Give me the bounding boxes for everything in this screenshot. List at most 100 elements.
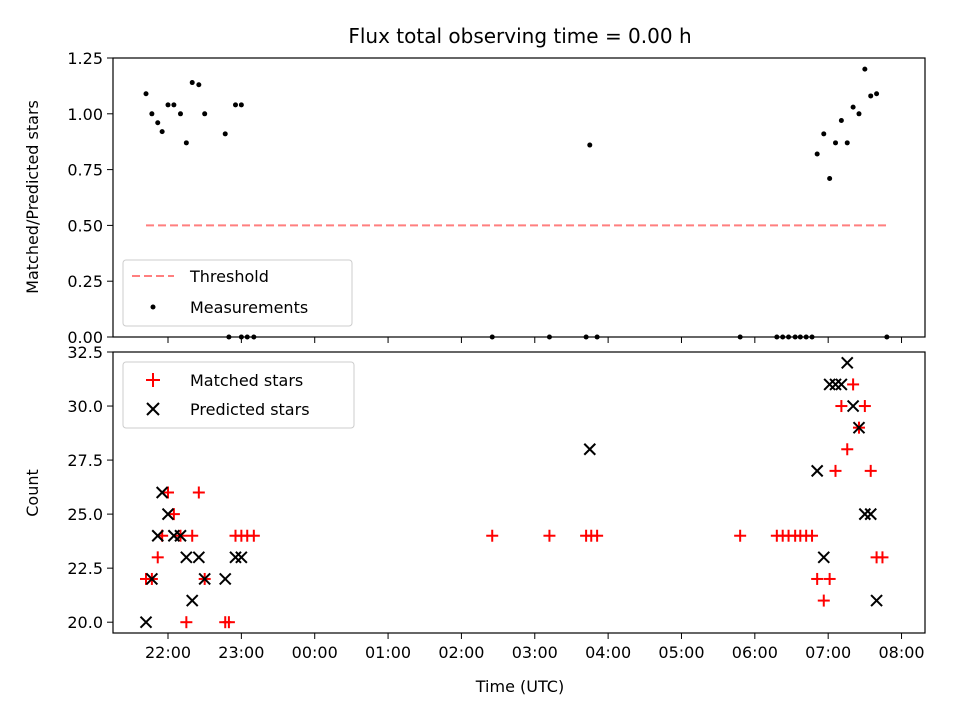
predicted-star-point (229, 551, 242, 564)
bottom-x-ticks: 22:00 23:00 00:00 01:00 02:00 03:00 04:00 05:00… (145, 633, 925, 662)
predicted-star-point (829, 378, 842, 391)
bottom-panel-counts: Count Time (UTC) 20.0 22.5 25.0 27.5 30.0 32.… (23, 343, 926, 696)
legend-matched-swatch (146, 373, 160, 387)
x-tick-label: 05:00 (658, 643, 704, 662)
y-tick-label: 0.75 (67, 161, 103, 180)
legend-predicted-label: Predicted stars (190, 400, 310, 419)
x-tick-label: 01:00 (365, 643, 411, 662)
top-y-ticks: 0.00 0.25 0.50 0.75 1.00 1.25 (67, 49, 113, 347)
x-tick-label: 07:00 (805, 643, 851, 662)
matched-star-point (829, 464, 842, 477)
predicted-star-point (151, 529, 164, 542)
measurement-point (862, 66, 868, 72)
measurement-point (143, 91, 149, 97)
measurement-point (183, 140, 189, 146)
measurement-point (833, 140, 839, 146)
measurement-point (232, 102, 238, 108)
bottom-axes-frame (112, 351, 926, 634)
bottom-legend-box (122, 361, 355, 429)
y-tick-label: 0.25 (67, 272, 103, 291)
measurement-point (850, 104, 856, 110)
top-x-ticks (167, 337, 903, 343)
matched-star-point (192, 486, 205, 499)
measurement-point (874, 91, 880, 97)
matched-star-point (806, 529, 819, 542)
legend-threshold-label: Threshold (189, 267, 269, 286)
matched-star-point (222, 616, 235, 629)
matched-star-point (823, 572, 836, 585)
top-panel-measurements: Flux total observing time = 0.00 h Match… (23, 24, 926, 347)
y-tick-label: 30.0 (67, 397, 103, 416)
predicted-star-point (583, 443, 596, 456)
matched-star-point (847, 378, 860, 391)
x-tick-label: 22:00 (145, 643, 191, 662)
legend-predicted-swatch (146, 402, 160, 416)
predicted-star-point (145, 572, 159, 586)
predicted-star-point (155, 486, 169, 499)
matched-star-point (162, 486, 175, 499)
legend-matched-label: Matched stars (190, 371, 303, 390)
measurement-point (587, 142, 593, 148)
chart-title: Flux total observing time = 0.00 h (348, 24, 691, 48)
predicted-star-point (219, 572, 232, 586)
matched-star-point (180, 616, 193, 629)
measurement-point (827, 176, 833, 182)
measurement-point (189, 80, 195, 86)
predicted-star-point (235, 551, 248, 564)
matched-star-point (186, 529, 199, 542)
predicted-star-point (817, 551, 830, 564)
predicted-star-point (835, 378, 848, 391)
x-tick-label: 23:00 (218, 643, 264, 662)
top-axes-frame (112, 57, 926, 338)
predicted-star-point (810, 464, 824, 478)
y-tick-label: 1.25 (67, 49, 103, 68)
predicted-star-point (852, 421, 866, 434)
y-tick-label: 25.0 (67, 505, 103, 524)
matched-star-point (486, 529, 499, 542)
measurement-point (238, 102, 244, 108)
measurement-point (844, 140, 850, 146)
measurement-point (165, 102, 171, 108)
predicted-star-point (180, 551, 193, 564)
y-tick-label: 32.5 (67, 343, 103, 362)
matched-star-point (543, 529, 556, 542)
matched-star-point (734, 529, 747, 542)
measurement-point (159, 129, 165, 135)
y-tick-label: 0.00 (67, 328, 103, 347)
matched-star-point (817, 594, 830, 607)
predicted-star-point (198, 572, 211, 586)
bottom-legend: Matched stars Predicted stars (122, 361, 355, 429)
matched-star-point (864, 464, 877, 477)
measurement-point (196, 82, 202, 88)
y-tick-label: 0.50 (67, 216, 103, 235)
matched-star-point (247, 529, 260, 542)
x-axis-label: Time (UTC) (475, 677, 564, 696)
matched-star-point (876, 551, 889, 564)
x-tick-label: 03:00 (512, 643, 558, 662)
top-legend: Threshold Measurements (122, 259, 353, 327)
matched-star-point (591, 529, 604, 542)
matched-star-point (151, 551, 164, 564)
x-tick-label: 06:00 (732, 643, 778, 662)
measurement-point (821, 131, 827, 137)
measurement-point (202, 111, 208, 117)
measurement-point (222, 131, 228, 137)
measurement-point (149, 111, 155, 117)
top-plot-marks (143, 66, 890, 340)
predicted-star-point (846, 399, 860, 413)
predicted-star-point (186, 594, 199, 607)
predicted-star-point (841, 356, 854, 370)
predicted-star-point (174, 529, 187, 542)
top-y-axis-label: Matched/Predicted stars (23, 100, 42, 294)
bottom-plot-marks (139, 356, 889, 629)
predicted-star-point (870, 594, 883, 607)
measurement-point (838, 117, 844, 123)
measurement-point (856, 111, 862, 117)
matched-star-point (858, 400, 871, 413)
x-tick-label: 02:00 (438, 643, 484, 662)
measurement-point (177, 111, 183, 117)
predicted-star-point (139, 615, 153, 629)
matched-star-point (841, 443, 854, 456)
legend-measurements-swatch (150, 304, 156, 310)
